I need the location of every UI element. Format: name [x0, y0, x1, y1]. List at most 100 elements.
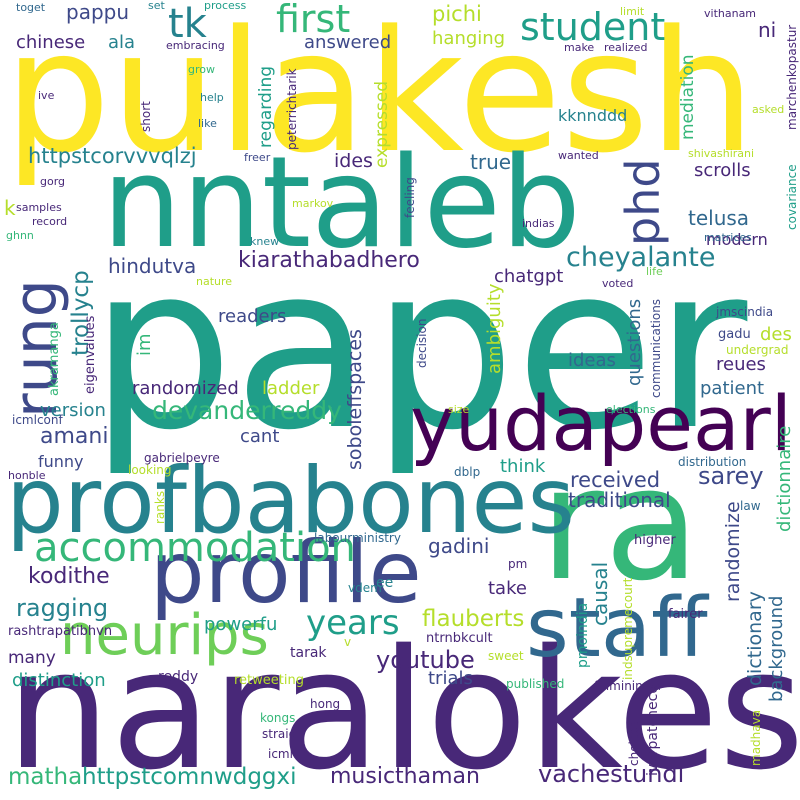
word-asked: asked — [752, 103, 785, 116]
word-vachestundi: vachestundi — [538, 760, 685, 788]
word-hong: hong — [310, 697, 341, 711]
word-higher: higher — [634, 533, 676, 548]
word-student: student — [520, 5, 666, 49]
word-scrolls: scrolls — [694, 160, 751, 181]
word-samples: samples — [16, 201, 62, 214]
word-honble: honble — [8, 469, 46, 482]
word-httpstcomnwdggxi: httpstcomnwdggxi — [82, 764, 297, 790]
word-powerfu: powerfu — [204, 614, 278, 635]
word-funny: funny — [38, 452, 84, 471]
word-eigenvalues: eigenvalues — [83, 315, 98, 394]
word-pappu: pappu — [66, 0, 130, 24]
word-httpstcorvvvqlzj: httpstcorvvvqlzj — [28, 144, 197, 168]
word-gadini: gadini — [428, 534, 490, 558]
word-naralokesh: naralokesh — [6, 614, 800, 800]
word-wanted: wanted — [558, 149, 599, 162]
word-matha: matha — [8, 764, 83, 790]
word-fairer: fairer — [668, 607, 703, 622]
word-knew: knew — [250, 235, 280, 248]
word-answered: answered — [304, 32, 392, 53]
word-amani: amani — [40, 424, 109, 449]
word-hanging: hanging — [432, 28, 506, 49]
word-akramanga: akramanga — [47, 322, 62, 396]
word-phd: phd — [616, 158, 670, 246]
word-yudapearl: yudapearl — [410, 379, 792, 468]
word-nntaleb: nntaleb — [102, 129, 581, 276]
word-madhava: madhava — [749, 709, 763, 766]
word-many: many — [8, 648, 56, 668]
word-ee: ee — [376, 575, 394, 591]
word-reues: reues — [716, 354, 766, 375]
word-expressed: expressed — [372, 80, 392, 168]
word-cheyalante: cheyalante — [566, 242, 716, 273]
word-make: make — [564, 41, 595, 54]
word-undergrad: undergrad — [726, 343, 789, 357]
word-profile: profile — [150, 523, 422, 623]
word-ghnn: ghnn — [6, 229, 34, 242]
word-true: true — [470, 150, 512, 174]
word-k: k — [4, 196, 16, 220]
word-record: record — [32, 215, 68, 228]
word-choices: choices — [627, 720, 641, 766]
word-pichi: pichi — [432, 2, 482, 26]
word-ambiguity: ambiguity — [484, 283, 505, 374]
word-matrices: matrices — [704, 231, 752, 244]
word-kongs: kongs — [260, 711, 296, 725]
word-freer: freer — [244, 151, 271, 164]
word-cant: cant — [240, 426, 280, 447]
word-version: version — [40, 400, 106, 421]
word-readers: readers — [218, 306, 287, 327]
word-grow: grow — [188, 63, 215, 76]
word-hindutva: hindutva — [108, 254, 197, 278]
word-randomized: randomized — [132, 378, 239, 399]
word-background: background — [766, 595, 787, 702]
word-vithanam: vithanam — [704, 7, 757, 20]
word-telusa: telusa — [688, 206, 750, 230]
word-kknnddd: kknnddd — [558, 106, 628, 125]
word-feeling: feeling — [403, 177, 417, 218]
word-icmlconf: icmlconf — [12, 413, 63, 427]
word-shivashirani: shivashirani — [688, 147, 755, 160]
word-take: take — [488, 578, 527, 599]
word-questions: questions — [624, 298, 645, 386]
word-process: process — [204, 0, 247, 12]
word-indsupremecourt: indsupremecourt — [621, 577, 635, 680]
word-published: published — [506, 677, 565, 691]
word-set: set — [148, 0, 165, 12]
word-distinction: distinction — [12, 670, 106, 691]
word-des: des — [760, 324, 792, 345]
word-rashtrapatibhvn: rashtrapatibhvn — [8, 624, 113, 639]
word-modern: modern — [706, 230, 768, 249]
word-pulakesh: pulakesh — [4, 0, 756, 190]
word-pm: pm — [508, 557, 528, 571]
word-communications: communications — [649, 298, 663, 398]
word-looking: looking — [128, 463, 172, 477]
word-tarak: tarak — [290, 645, 327, 661]
word-soboleffspaces: soboleffspaces — [344, 329, 366, 470]
word-dblp: dblp — [454, 465, 481, 479]
word-jmscindia: jmscindia — [716, 305, 774, 319]
word-limit: limit — [620, 5, 645, 18]
word-short: short — [139, 101, 153, 132]
word-randomize: randomize — [722, 501, 744, 602]
word-ive: ive — [38, 89, 55, 102]
word-finminindia: finminindia — [594, 679, 662, 693]
word-ala: ala — [108, 32, 136, 53]
word-chatgpt: chatgpt — [494, 266, 564, 287]
word-first: first — [276, 0, 351, 41]
word-flauberts: flauberts — [422, 606, 525, 632]
word-trials: trials — [428, 668, 473, 689]
word-ni: ni — [758, 18, 777, 42]
word-icml: icml — [268, 747, 293, 761]
word-ideas: ideas — [568, 350, 616, 371]
word-size: size — [448, 403, 470, 416]
word-v: v — [344, 635, 352, 649]
word-im: im — [134, 333, 155, 356]
word-staff: staff — [526, 581, 708, 676]
word-toget: toget — [16, 1, 46, 14]
word-ranks: ranks — [153, 490, 167, 524]
word-causal: causal — [588, 561, 612, 626]
word-ragging: ragging — [16, 594, 109, 622]
word-marchenkopastur: marchenkopastur — [785, 24, 799, 130]
